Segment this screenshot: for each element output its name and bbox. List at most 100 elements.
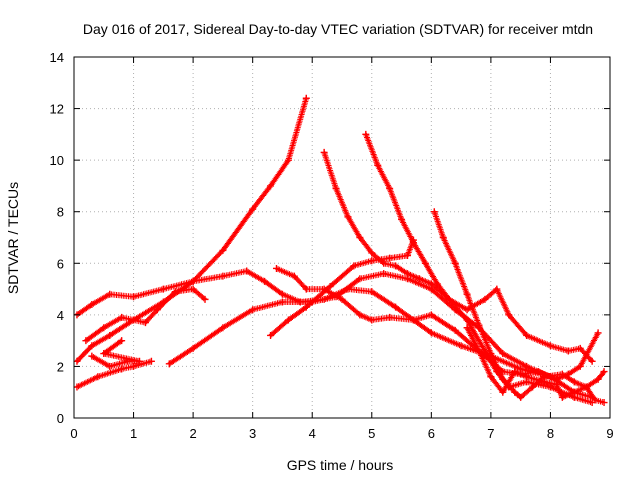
- data-point: [392, 262, 400, 270]
- data-point: [427, 311, 435, 319]
- data-point: [415, 275, 423, 283]
- data-point: [540, 378, 548, 386]
- data-point: [189, 285, 197, 293]
- data-point: [141, 319, 149, 327]
- data-point: [570, 388, 578, 396]
- data-point: [73, 357, 81, 365]
- data-point: [529, 383, 537, 391]
- data-point: [380, 270, 388, 278]
- data-point: [392, 303, 400, 311]
- data-point: [118, 313, 126, 321]
- y-tick-label: 6: [57, 256, 64, 271]
- data-point: [201, 295, 209, 303]
- series-arc-4: [88, 337, 144, 370]
- data-point: [219, 272, 227, 280]
- x-axis-label: GPS time / hours: [287, 457, 394, 473]
- data-point: [106, 290, 114, 298]
- data-point: [386, 254, 394, 262]
- series-arc-11: [430, 208, 608, 401]
- data-point: [302, 303, 310, 311]
- data-point: [130, 293, 138, 301]
- data-point: [564, 347, 572, 355]
- data-point: [326, 282, 334, 290]
- data-point: [523, 362, 531, 370]
- x-tick-label: 3: [249, 426, 256, 441]
- series-arc-3: [82, 285, 209, 345]
- data-point: [404, 270, 412, 278]
- y-tick-label: 12: [50, 102, 64, 117]
- data-point: [272, 264, 280, 272]
- data-point: [439, 234, 447, 241]
- data-point: [88, 352, 96, 360]
- data-point: [278, 298, 286, 306]
- y-tick-label: 4: [57, 308, 64, 323]
- data-point: [463, 290, 471, 298]
- data-point: [320, 285, 328, 293]
- data-point: [284, 316, 292, 324]
- data-point: [267, 182, 275, 190]
- data-point: [368, 257, 376, 265]
- data-point: [94, 373, 102, 381]
- data-point: [171, 288, 179, 296]
- data-point: [499, 375, 507, 383]
- data-point: [457, 342, 465, 350]
- data-point: [290, 272, 298, 280]
- x-tick-label: 5: [368, 426, 375, 441]
- series-marker-trail: [166, 270, 596, 401]
- data-point: [368, 249, 376, 257]
- data-point: [591, 396, 599, 404]
- data-point: [398, 215, 406, 223]
- data-point: [409, 239, 417, 247]
- data-point: [320, 148, 328, 156]
- data-point: [493, 285, 501, 293]
- data-point: [463, 306, 471, 314]
- data-point: [356, 311, 364, 319]
- x-tick-label: 2: [189, 426, 196, 441]
- data-point: [576, 362, 584, 370]
- x-tick-label: 7: [487, 426, 494, 441]
- data-point: [546, 383, 554, 391]
- series-arc-7: [267, 236, 417, 339]
- data-point: [481, 347, 489, 355]
- x-tick-label: 0: [70, 426, 77, 441]
- data-point: [147, 357, 155, 365]
- data-point: [249, 306, 257, 314]
- data-point: [570, 378, 578, 386]
- data-point: [356, 275, 364, 283]
- data-point: [368, 316, 376, 324]
- y-tick-label: 8: [57, 205, 64, 220]
- data-point: [350, 262, 358, 270]
- data-point: [130, 362, 138, 370]
- series-arc-12: [463, 324, 608, 407]
- data-point: [430, 208, 438, 216]
- data-point: [546, 342, 554, 350]
- data-point: [421, 259, 429, 267]
- data-point: [445, 295, 453, 303]
- data-point: [582, 383, 590, 391]
- data-point: [380, 259, 388, 267]
- data-point: [284, 156, 292, 164]
- x-tick-label: 4: [309, 426, 316, 441]
- data-point: [535, 368, 543, 376]
- data-point: [499, 350, 507, 358]
- data-point: [600, 399, 608, 407]
- data-point: [88, 301, 96, 309]
- data-point: [511, 368, 519, 376]
- data-point: [451, 259, 459, 267]
- data-point: [523, 331, 531, 339]
- x-tick-label: 8: [547, 426, 554, 441]
- data-point: [165, 360, 173, 368]
- data-point: [409, 316, 417, 324]
- y-tick-label: 0: [57, 411, 64, 426]
- data-point: [576, 344, 584, 352]
- data-point: [558, 393, 566, 401]
- data-point: [475, 347, 483, 355]
- data-point: [558, 370, 566, 378]
- data-point: [189, 277, 197, 285]
- data-point: [386, 313, 394, 321]
- data-point: [153, 306, 161, 314]
- data-point: [73, 383, 81, 391]
- data-point: [267, 331, 275, 339]
- data-point: [600, 368, 608, 376]
